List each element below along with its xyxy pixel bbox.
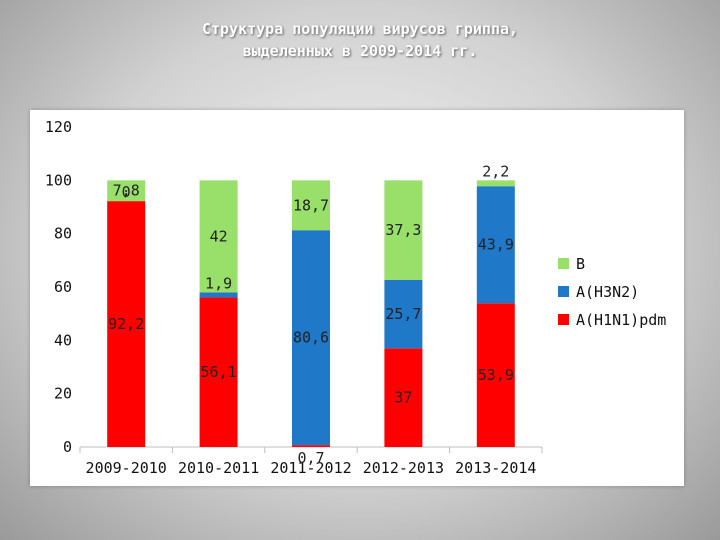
data-label: 25,7 bbox=[385, 305, 421, 323]
y-tick-label: 20 bbox=[54, 385, 72, 403]
slide-title-line-1: Структура популяции вирусов гриппа, bbox=[201, 20, 519, 38]
data-label: 2,2 bbox=[482, 162, 509, 180]
bar-segment-a-h1n1-pdm bbox=[476, 303, 515, 447]
bar-segment-a-h1n1-pdm bbox=[384, 348, 423, 447]
bar-segment-b bbox=[384, 180, 423, 280]
bar-segment-a-h3n2- bbox=[199, 292, 238, 298]
data-label: 92,2 bbox=[108, 315, 144, 333]
legend-swatch bbox=[558, 314, 569, 325]
data-label: 1,9 bbox=[205, 274, 232, 292]
x-category-label: 2012-2013 bbox=[363, 459, 444, 477]
slide-title: Структура популяции вирусов гриппа, выде… bbox=[0, 18, 720, 62]
legend-swatch bbox=[558, 258, 569, 269]
data-label: 7,8 bbox=[113, 182, 140, 200]
data-label: 37,3 bbox=[385, 221, 421, 239]
x-category-label: 2010-2011 bbox=[178, 459, 259, 477]
y-tick-label: 40 bbox=[54, 331, 72, 349]
bar-segment-a-h3n2- bbox=[476, 186, 515, 304]
bar-segment-a-h1n1-pdm bbox=[199, 297, 238, 447]
y-tick-label: 60 bbox=[54, 278, 72, 296]
data-label: 0 bbox=[122, 183, 131, 201]
x-category-label: 2013-2014 bbox=[455, 459, 536, 477]
stacked-bar-chart: 0 20 40 60 80 100 120 2009-2010 2010-2011 2011-20… bbox=[45, 118, 666, 477]
data-label: 42 bbox=[210, 227, 228, 245]
data-label: 53,9 bbox=[478, 366, 514, 384]
bar-segment-b bbox=[199, 180, 238, 293]
y-tick-label: 120 bbox=[45, 118, 72, 136]
slide-title-line-2: выделенных в 2009-2014 гг. bbox=[242, 42, 478, 60]
legend-label: A(H1N1)pdm bbox=[576, 311, 666, 329]
data-label: 18,7 bbox=[293, 196, 329, 214]
y-tick-label: 100 bbox=[45, 171, 72, 189]
x-category-label: 2009-2010 bbox=[86, 459, 167, 477]
bar-segment-a-h1n1-pdm bbox=[292, 445, 330, 447]
bar-segment-a-h3n2- bbox=[292, 230, 330, 446]
x-category-label: 2011-2012 bbox=[270, 459, 351, 477]
bar-segment-b bbox=[476, 180, 515, 187]
legend-label: A(H3N2) bbox=[576, 283, 639, 301]
legend-swatch bbox=[558, 286, 569, 297]
bar-segment-a-h1n1-pdm bbox=[107, 201, 146, 447]
bar-segment-b bbox=[107, 180, 146, 202]
data-label: 37 bbox=[394, 389, 412, 407]
data-label: 43,9 bbox=[478, 236, 514, 254]
y-tick-label: 0 bbox=[63, 438, 72, 456]
chart-panel: 0 20 40 60 80 100 120 2009-2010 2010-2011 2011-20… bbox=[30, 110, 684, 486]
data-label: 0,7 bbox=[297, 449, 324, 467]
bar-segment-b bbox=[292, 180, 330, 231]
legend-label: B bbox=[576, 255, 585, 273]
data-label: 80,6 bbox=[293, 329, 329, 347]
y-tick-label: 80 bbox=[54, 225, 72, 243]
bar-segment-a-h3n2- bbox=[384, 279, 423, 349]
data-label: 56,1 bbox=[201, 363, 237, 381]
